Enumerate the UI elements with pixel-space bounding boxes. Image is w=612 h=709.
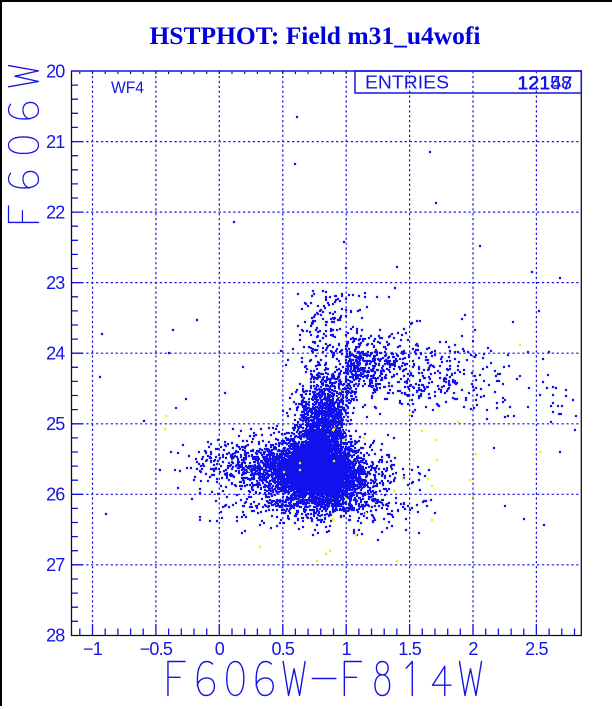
svg-text:0.5: 0.5 [271,639,294,659]
svg-text:WF4: WF4 [111,78,144,97]
svg-text:0: 0 [215,639,225,659]
svg-text:25: 25 [46,414,65,434]
svg-text:2: 2 [468,639,478,659]
svg-text:12158: 12158 [517,73,572,93]
svg-text:28: 28 [46,626,65,646]
svg-text:21: 21 [46,132,65,152]
svg-text:24: 24 [46,344,65,364]
svg-text:23: 23 [46,273,65,293]
svg-text:22: 22 [46,202,65,222]
svg-text:−0.5: −0.5 [140,639,173,659]
svg-text:27: 27 [46,555,65,575]
svg-text:12147: 12147 [518,74,573,94]
svg-text:20: 20 [46,61,65,81]
svg-text:2.5: 2.5 [525,639,548,659]
svg-text:26: 26 [46,485,65,505]
svg-text:−1: −1 [83,639,103,659]
svg-text:1: 1 [342,639,352,659]
svg-text:1.5: 1.5 [398,639,421,659]
svg-text:ENTRIES: ENTRIES [365,73,449,93]
